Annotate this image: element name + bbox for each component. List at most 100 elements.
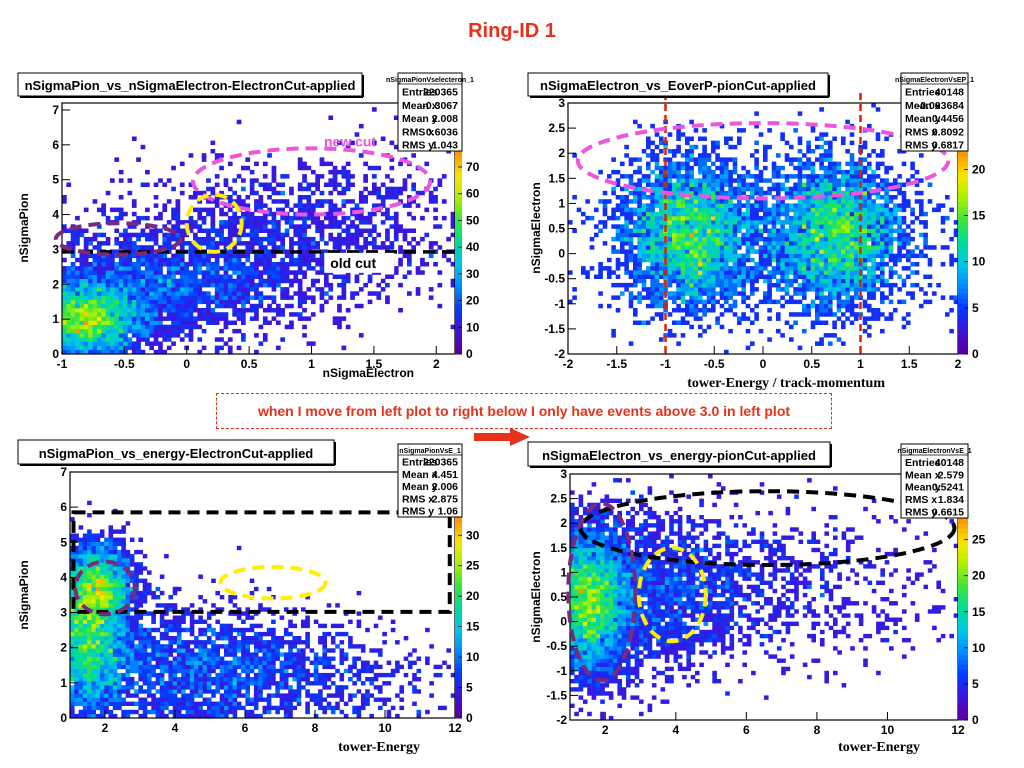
heatmap-cell	[83, 345, 89, 351]
heatmap-cell	[620, 195, 625, 200]
heatmap-cell	[724, 228, 729, 233]
heatmap-cell	[175, 308, 181, 313]
heatmap-cell	[815, 278, 820, 284]
heatmap-cell	[702, 299, 707, 305]
heatmap-cell	[672, 262, 677, 267]
heatmap-cell	[650, 211, 655, 217]
heatmap-cell	[249, 709, 255, 715]
heatmap-cell	[637, 207, 642, 213]
heatmap-cell	[114, 312, 120, 317]
heatmap-cell	[433, 241, 438, 246]
heatmap-cell	[201, 228, 207, 233]
heatmap-cell	[771, 169, 777, 175]
heatmap-cell	[607, 199, 612, 204]
heatmap-cell	[262, 161, 268, 167]
heatmap-cell	[302, 215, 307, 221]
heatmap-cell	[685, 320, 690, 325]
heatmap-cell	[767, 295, 772, 300]
heatmap-cell	[732, 262, 738, 267]
heatmap-cell	[354, 291, 360, 296]
heatmap-cell	[75, 236, 80, 242]
color-bar-step	[958, 242, 968, 248]
heatmap-cell	[284, 253, 290, 259]
heatmap-cell	[819, 136, 824, 141]
heatmap-cell	[197, 262, 203, 267]
heatmap-cell	[789, 161, 794, 167]
heatmap-cell	[654, 312, 660, 317]
heatmap-cell	[367, 215, 373, 221]
heatmap-cell	[884, 203, 889, 208]
heatmap-cell	[724, 232, 729, 238]
heatmap-cell	[118, 349, 124, 355]
heatmap-cell	[750, 278, 755, 284]
heatmap-cell	[332, 182, 338, 187]
heatmap-cell	[698, 278, 703, 284]
heatmap-cell	[358, 153, 364, 158]
heatmap-cell	[145, 287, 150, 292]
heatmap-cell	[763, 241, 768, 246]
heatmap-cell	[854, 182, 859, 187]
heatmap-cell	[789, 144, 794, 150]
heatmap-cell	[297, 228, 303, 233]
heatmap-cell	[289, 295, 294, 300]
heatmap-cell	[227, 320, 233, 325]
heatmap-cell	[241, 270, 246, 275]
heatmap-cell	[672, 161, 677, 167]
heatmap-cell	[680, 232, 686, 238]
heatmap-cell	[854, 287, 859, 292]
heatmap-cell	[166, 312, 172, 317]
heatmap-cell	[74, 697, 79, 702]
heatmap-cell	[131, 349, 137, 355]
heatmap-cell	[815, 136, 820, 141]
heatmap-cell	[845, 308, 850, 313]
heatmap-cell	[302, 203, 307, 208]
y-tick-label: 1.5	[548, 171, 565, 185]
heatmap-cell	[271, 316, 277, 321]
heatmap-cell	[236, 328, 242, 334]
heatmap-cell	[110, 249, 115, 254]
heatmap-cell	[750, 236, 755, 242]
heatmap-cell	[615, 295, 621, 300]
heatmap-cell	[867, 303, 872, 309]
heatmap-cell	[258, 215, 264, 221]
heatmap-cell	[806, 228, 811, 233]
heatmap-cell	[153, 253, 159, 259]
heatmap-cell	[611, 211, 616, 217]
heatmap-cell	[715, 270, 720, 275]
heatmap-cell	[75, 232, 80, 238]
heatmap-cell	[254, 316, 259, 321]
heatmap-cell	[797, 245, 803, 250]
heatmap-cell	[341, 249, 347, 254]
heatmap-cell	[871, 312, 876, 317]
heatmap-cell	[641, 257, 647, 263]
heatmap-cell	[127, 274, 133, 279]
heatmap-cell	[875, 262, 881, 267]
heatmap-cell	[105, 278, 111, 284]
heatmap-cell	[280, 190, 285, 196]
heatmap-cell	[901, 232, 907, 238]
heatmap-cell	[663, 165, 668, 171]
heatmap-cell	[258, 299, 264, 305]
heatmap-cell	[628, 341, 634, 346]
heatmap-cell	[763, 207, 768, 213]
heatmap-cell	[737, 224, 742, 229]
heatmap-cell	[70, 697, 75, 702]
heatmap-cell	[797, 253, 803, 259]
heatmap-cell	[245, 211, 251, 217]
heatmap-cell	[715, 157, 720, 162]
heatmap-cell	[719, 224, 725, 229]
heatmap-cell	[214, 253, 220, 259]
heatmap-cell	[784, 211, 790, 217]
heatmap-cell	[306, 195, 312, 200]
heatmap-cell	[598, 266, 603, 271]
heatmap-cell	[136, 291, 141, 296]
heatmap-cell	[776, 182, 781, 187]
heatmap-cell	[828, 270, 833, 275]
heatmap-cell	[118, 178, 124, 183]
heatmap-cell	[153, 278, 159, 284]
heatmap-cell	[719, 274, 725, 279]
heatmap-cell	[880, 278, 885, 284]
heatmap-cell	[724, 245, 729, 250]
heatmap-cell	[105, 337, 111, 342]
heatmap-cell	[127, 241, 133, 246]
